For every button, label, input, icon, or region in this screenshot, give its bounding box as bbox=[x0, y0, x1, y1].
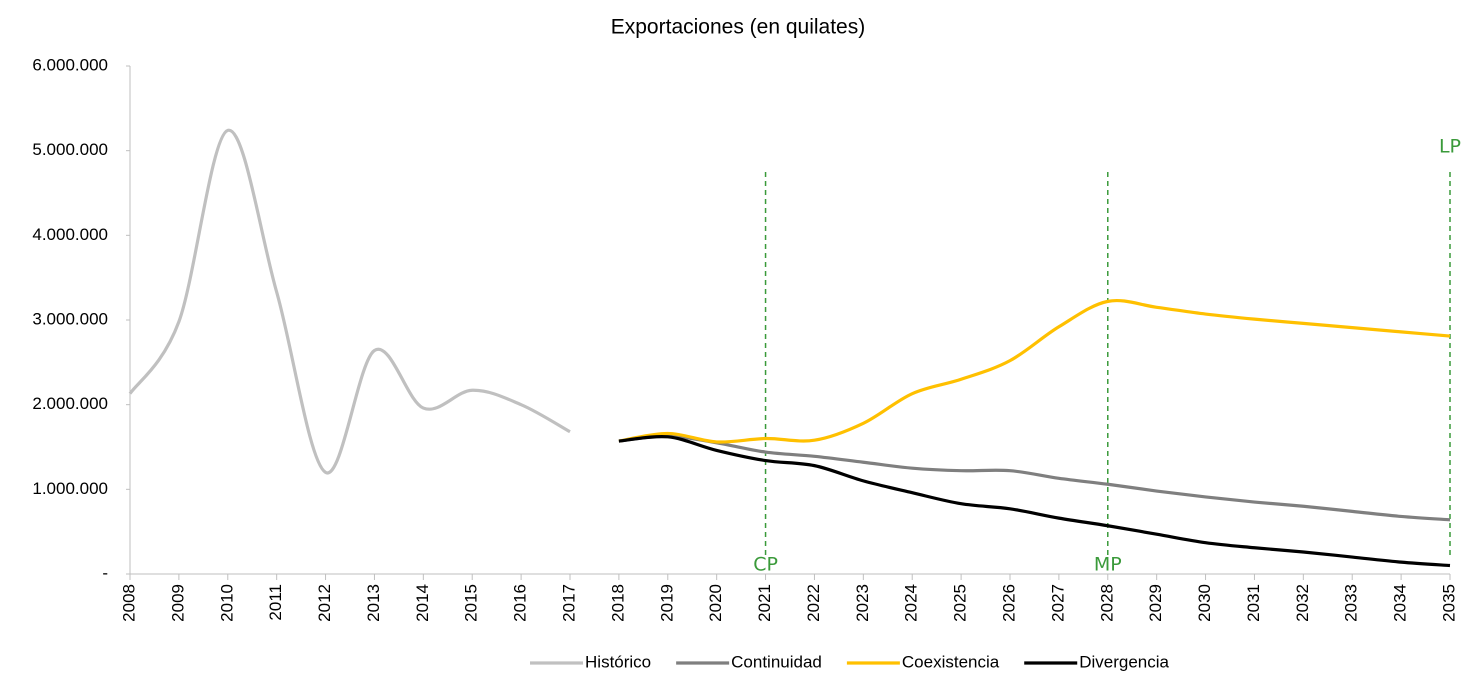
x-tick-label: 2014 bbox=[413, 584, 432, 622]
x-tick-label: 2027 bbox=[1048, 584, 1067, 622]
x-tick-label: 2010 bbox=[217, 584, 236, 622]
x-tick-label: 2020 bbox=[706, 584, 725, 622]
legend-label: Histórico bbox=[585, 652, 651, 671]
x-tick-label: 2029 bbox=[1146, 584, 1165, 622]
y-tick-label: 6.000.000 bbox=[32, 55, 108, 74]
y-tick-label: 4.000.000 bbox=[32, 225, 108, 244]
x-tick-label: 2021 bbox=[755, 584, 774, 622]
x-tick-label: 2023 bbox=[853, 584, 872, 622]
x-tick-label: 2022 bbox=[804, 584, 823, 622]
annotation-label: LP bbox=[1439, 136, 1461, 158]
x-tick-label: 2024 bbox=[902, 584, 921, 622]
x-tick-label: 2032 bbox=[1293, 584, 1312, 622]
x-tick-label: 2025 bbox=[951, 584, 970, 622]
series-line bbox=[128, 128, 571, 475]
x-tick-label: 2030 bbox=[1195, 584, 1214, 622]
x-tick-label: 2008 bbox=[119, 584, 138, 622]
y-tick-label: 2.000.000 bbox=[32, 394, 108, 413]
annotation-label: CP bbox=[753, 554, 778, 576]
x-tick-label: 2017 bbox=[559, 584, 578, 622]
series-line bbox=[618, 299, 1451, 444]
x-tick-label: 2009 bbox=[168, 584, 187, 622]
x-tick-label: 2016 bbox=[511, 584, 530, 622]
legend-label: Divergencia bbox=[1079, 652, 1169, 671]
x-tick-label: 2028 bbox=[1097, 584, 1116, 622]
x-tick-label: 2015 bbox=[462, 584, 481, 622]
y-tick-label: - bbox=[102, 563, 108, 582]
x-tick-label: 2035 bbox=[1439, 584, 1458, 622]
x-tick-label: 2034 bbox=[1391, 584, 1410, 622]
series-line bbox=[618, 434, 1451, 568]
x-tick-label: 2012 bbox=[315, 584, 334, 622]
legend-label: Continuidad bbox=[731, 652, 822, 671]
x-tick-label: 2026 bbox=[999, 584, 1018, 622]
x-tick-label: 2011 bbox=[266, 584, 285, 621]
y-tick-label: 3.000.000 bbox=[32, 309, 108, 328]
x-tick-label: 2033 bbox=[1342, 584, 1361, 622]
x-tick-label: 2018 bbox=[608, 584, 627, 622]
annotation-label: MP bbox=[1094, 554, 1122, 576]
chart-title: Exportaciones (en quilates) bbox=[611, 16, 865, 39]
x-tick-label: 2019 bbox=[657, 584, 676, 622]
series-line bbox=[618, 434, 1451, 522]
legend-label: Coexistencia bbox=[902, 652, 1000, 671]
y-tick-label: 1.000.000 bbox=[32, 479, 108, 498]
x-tick-label: 2031 bbox=[1244, 584, 1263, 622]
x-tick-label: 2013 bbox=[364, 584, 383, 622]
y-tick-label: 5.000.000 bbox=[32, 140, 108, 159]
